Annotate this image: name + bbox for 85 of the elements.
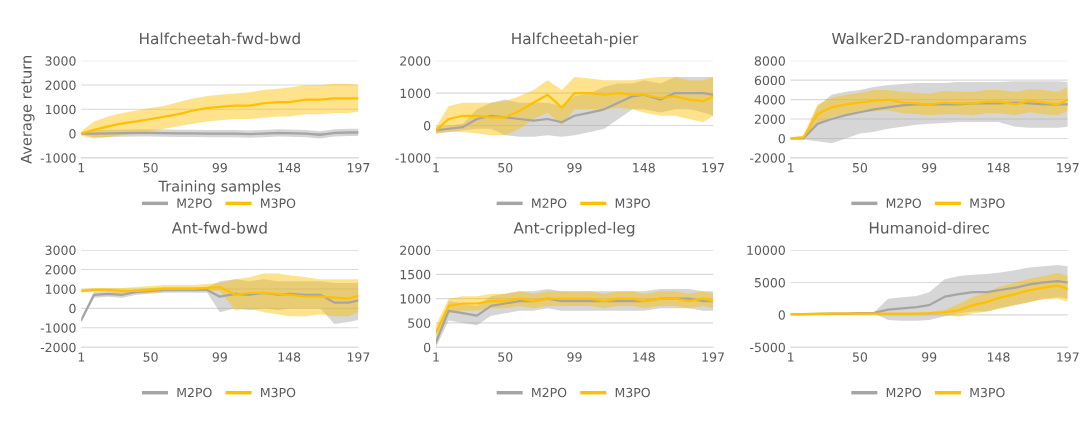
legend-label: M3PO xyxy=(970,387,1005,398)
x-tick-label: 148 xyxy=(633,352,655,362)
line-series xyxy=(435,92,714,132)
y-tick-label: 1000 xyxy=(46,104,76,115)
y-tick-label: 0 xyxy=(778,133,785,144)
legend-label: M2PO xyxy=(177,387,212,398)
x-tick-label: 50 xyxy=(498,352,513,362)
x-tick-label: 1 xyxy=(788,352,794,362)
y-tick-label: -2000 xyxy=(750,153,785,163)
y-tick-label: 1000 xyxy=(46,284,76,294)
legend-label: M3PO xyxy=(615,198,650,208)
x-tick-label: 148 xyxy=(278,352,301,362)
y-tick-label: 1000 xyxy=(400,88,431,99)
legend-label: M2PO xyxy=(532,198,567,208)
x-tick-label: 99 xyxy=(212,352,227,362)
line-series xyxy=(435,297,714,334)
line-series xyxy=(81,97,359,135)
y-tick-label: 4000 xyxy=(754,95,785,105)
chart-title: Halfcheetah-pier xyxy=(512,32,639,48)
legend-label: M3PO xyxy=(261,387,296,398)
x-tick-label: 148 xyxy=(278,162,301,173)
chart-title: Ant-crippled-leg xyxy=(513,221,635,237)
y-tick-label: 0 xyxy=(423,120,431,131)
chart-title: Halfcheetah-fwd-bwd xyxy=(140,32,300,45)
x-tick-label: 197 xyxy=(1057,162,1079,173)
x-tick-label: 148 xyxy=(987,162,1010,173)
x-axis-title: Training samples xyxy=(158,180,281,195)
x-tick-label: 1 xyxy=(78,352,85,362)
y-axis-title: Average return xyxy=(20,56,35,164)
y-tick-label: 5000 xyxy=(754,277,785,288)
x-tick-label: 99 xyxy=(922,162,937,173)
y-tick-label: 10000 xyxy=(747,245,785,256)
y-tick-label: 0 xyxy=(69,129,76,139)
legend-label: M2PO xyxy=(886,198,921,208)
chart-title: Ant-fwd-bwd xyxy=(171,221,267,234)
x-tick-label: 1 xyxy=(78,163,85,173)
x-tick-label: 197 xyxy=(702,352,724,362)
y-tick-label: 0 xyxy=(778,310,785,320)
y-tick-label: -1000 xyxy=(40,153,76,163)
y-tick-label: 3000 xyxy=(45,56,76,66)
x-tick-label: 148 xyxy=(633,162,655,173)
y-tick-label: 0 xyxy=(423,342,431,353)
y-tick-label: 2000 xyxy=(400,56,431,66)
legend-label: M2PO xyxy=(532,387,567,398)
x-tick-label: 197 xyxy=(1057,352,1079,362)
x-tick-label: 99 xyxy=(567,162,582,173)
legend-label: M3PO xyxy=(615,387,650,398)
chart-title: Humanoid-direc xyxy=(869,221,990,234)
legend-label: M3PO xyxy=(261,198,296,208)
x-tick-label: 50 xyxy=(852,352,868,362)
y-tick-label: 2000 xyxy=(45,264,76,275)
legend-label: M2PO xyxy=(886,387,921,398)
x-tick-label: 1 xyxy=(788,163,794,173)
x-tick-label: 148 xyxy=(987,352,1010,362)
y-tick-label: 0 xyxy=(69,303,76,314)
x-tick-label: 1 xyxy=(433,352,439,362)
x-tick-label: 50 xyxy=(143,352,158,362)
y-tick-label: 2000 xyxy=(400,245,431,256)
legend-label: M2PO xyxy=(177,198,212,208)
y-tick-label: 2000 xyxy=(45,80,76,90)
y-tick-label: -1000 xyxy=(395,153,431,163)
x-tick-label: 1 xyxy=(433,163,439,173)
x-tick-label: 50 xyxy=(852,162,868,173)
y-tick-label: -1000 xyxy=(40,323,76,333)
y-tick-label: -5000 xyxy=(750,342,785,353)
x-tick-label: 99 xyxy=(212,162,227,173)
x-tick-label: 197 xyxy=(347,162,370,173)
x-tick-label: 99 xyxy=(567,352,582,362)
x-tick-label: 99 xyxy=(922,352,937,362)
line-series xyxy=(81,288,359,322)
y-tick-label: 1500 xyxy=(400,269,431,280)
y-tick-label: 1000 xyxy=(400,294,431,304)
y-tick-label: 500 xyxy=(408,318,431,328)
y-tick-label: 8000 xyxy=(754,56,785,66)
y-tick-label: -2000 xyxy=(40,342,76,353)
y-tick-label: 6000 xyxy=(754,75,785,86)
y-tick-label: 3000 xyxy=(45,245,76,256)
x-tick-label: 197 xyxy=(347,352,370,362)
legend-label: M3PO xyxy=(970,198,1005,208)
x-tick-label: 197 xyxy=(702,162,724,173)
x-tick-label: 50 xyxy=(143,162,158,173)
line-series xyxy=(81,285,359,300)
x-tick-label: 50 xyxy=(498,162,513,173)
chart-title: Walker2D-randomparams xyxy=(831,32,1027,48)
y-tick-label: 2000 xyxy=(754,114,785,124)
